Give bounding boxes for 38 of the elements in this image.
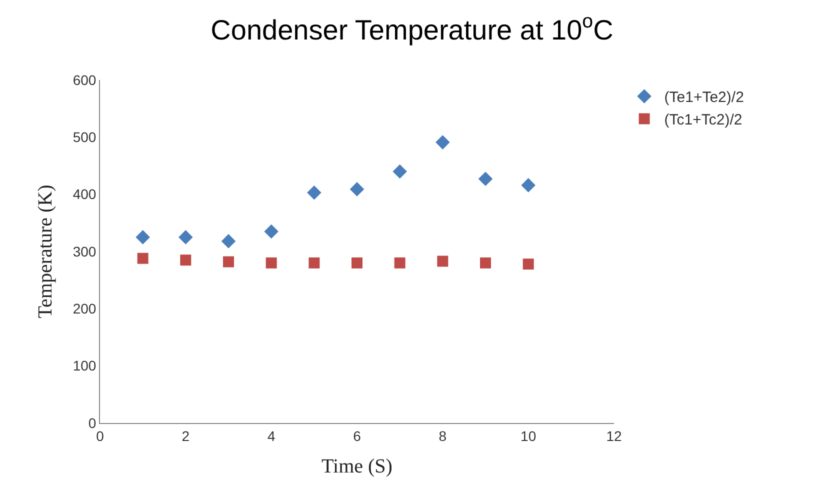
chart-title: Condenser Temperature at 10$^{o}$C	[210, 10, 614, 46]
point	[266, 257, 277, 268]
x-tick-label: 12	[606, 428, 622, 444]
y-tick-label: 0	[88, 414, 96, 431]
point	[137, 252, 148, 264]
point	[180, 254, 192, 266]
point	[478, 172, 493, 186]
point	[352, 257, 362, 268]
legend-label: (Te1+Te2)/2	[664, 89, 744, 106]
y-tick-label: 500	[72, 129, 96, 146]
y-tick-label: 100	[72, 358, 96, 374]
point	[522, 258, 534, 270]
point	[264, 224, 278, 239]
point	[178, 230, 193, 244]
point	[308, 257, 320, 268]
point	[480, 257, 491, 268]
y-tick-label: 200	[72, 300, 96, 317]
point	[394, 257, 406, 268]
x-axis-title: Time (S)	[322, 455, 392, 478]
point	[350, 182, 364, 196]
point	[307, 185, 322, 200]
point	[136, 230, 150, 244]
point	[392, 164, 407, 179]
x-tick-label: 4	[267, 428, 276, 444]
y-tick-label: 400	[72, 186, 96, 202]
x-tick-label: 2	[182, 428, 190, 444]
legend-label: (Tc1+Tc2)/2	[664, 112, 742, 129]
x-tick-label: 6	[353, 428, 362, 444]
point	[436, 135, 450, 150]
x-tick-label: 10	[520, 428, 536, 444]
y-tick-label: 600	[72, 72, 96, 88]
y-tick-label: 300	[72, 243, 96, 260]
point	[521, 178, 536, 192]
x-tick-label: 8	[438, 428, 447, 444]
y-axis-title: Temperature (K)	[34, 184, 56, 318]
point	[437, 256, 448, 267]
point	[223, 256, 234, 268]
point	[221, 234, 236, 248]
